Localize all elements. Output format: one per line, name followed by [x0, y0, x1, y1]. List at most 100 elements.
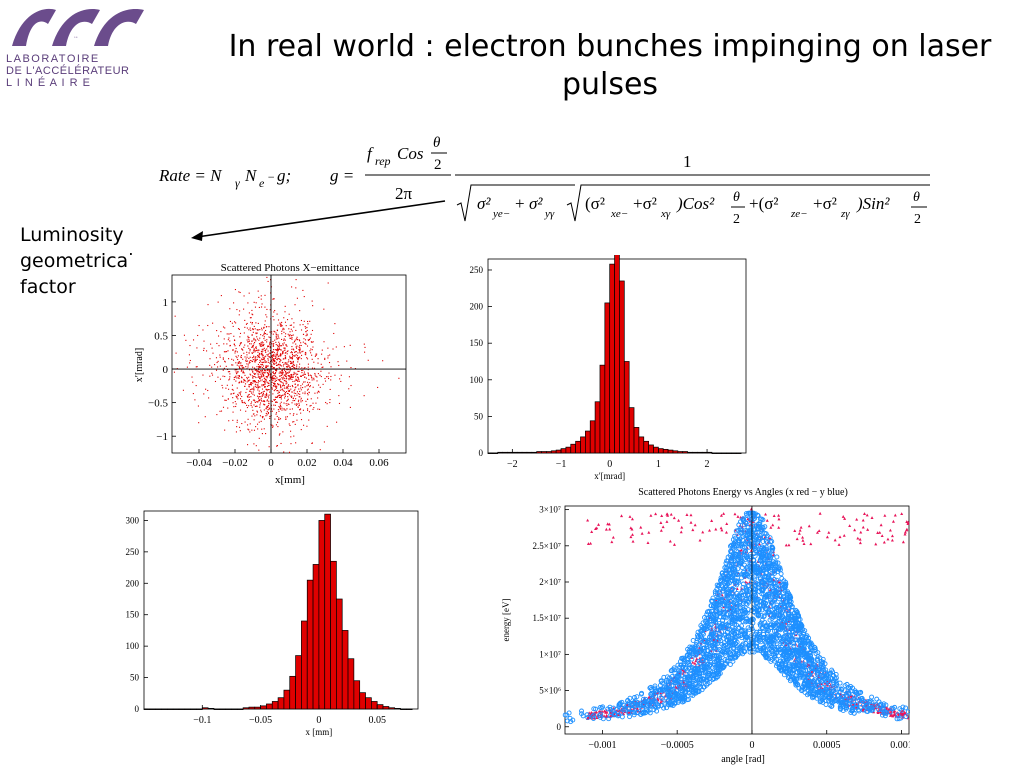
- scatter-point: [280, 325, 282, 327]
- red-point: [665, 512, 669, 516]
- scatter-point: [273, 390, 275, 392]
- scatter-point: [217, 360, 219, 362]
- scatter-point: [305, 400, 307, 402]
- scatter-point: [261, 372, 263, 374]
- scatter-point: [257, 376, 259, 378]
- histogram-bar: [536, 451, 542, 454]
- scatter-point: [267, 280, 269, 283]
- scatter-point: [287, 392, 289, 395]
- x-tick-label: 1: [656, 459, 661, 470]
- scatter-point: [307, 388, 309, 390]
- scatter-point: [317, 358, 319, 360]
- red-point: [665, 520, 669, 523]
- scatter-point: [275, 385, 277, 387]
- scatter-point: [256, 358, 258, 360]
- annotation-line3: factor: [20, 276, 76, 298]
- blue-point: [731, 594, 737, 600]
- scatter-point: [248, 347, 250, 349]
- scatter-point: [252, 314, 254, 316]
- red-point: [629, 535, 633, 539]
- scatter-point: [263, 332, 265, 335]
- blue-point: [820, 656, 826, 662]
- scatter-point: [251, 313, 253, 315]
- scatter-point: [293, 322, 295, 324]
- scatter-point: [257, 384, 259, 386]
- scatter-point: [251, 334, 253, 336]
- scatter-point: [267, 389, 269, 391]
- scatter-point: [311, 349, 313, 351]
- scatter-point: [290, 388, 292, 390]
- scatter-point: [257, 356, 259, 358]
- scatter-point: [285, 363, 287, 366]
- scatter-point: [196, 347, 198, 349]
- scatter-point: [273, 342, 275, 345]
- blue-point: [625, 698, 630, 704]
- scatter-point: [238, 361, 240, 363]
- scatter-point: [317, 373, 319, 375]
- scatter-point: [289, 389, 291, 391]
- chart-x-emittance: Scattered Photons X−emittance−0.04 −0.02 0…: [130, 255, 410, 487]
- scatter-point: [288, 335, 290, 337]
- scatter-point: [284, 379, 286, 381]
- formula-two-2: 2: [733, 212, 740, 227]
- scatter-point: [288, 328, 290, 330]
- scatter-point: [279, 407, 281, 410]
- scatter-point: [241, 400, 243, 402]
- blue-point: [832, 693, 838, 699]
- blue-point: [816, 691, 822, 697]
- scatter-point: [239, 362, 241, 364]
- scatter-point: [222, 375, 224, 377]
- blue-point: [684, 652, 690, 658]
- histogram-bar: [599, 364, 606, 454]
- scatter-point: [246, 327, 248, 329]
- scatter-point: [299, 348, 301, 350]
- scatter-point: [273, 311, 275, 313]
- scatter-point: [265, 355, 267, 357]
- blue-point: [825, 671, 831, 677]
- red-point: [876, 531, 880, 534]
- scatter-point: [288, 390, 290, 392]
- scatter-point: [278, 379, 280, 381]
- scatter-point: [279, 364, 281, 366]
- scatter-point: [275, 396, 278, 398]
- histogram-bar: [570, 443, 576, 454]
- scatter-point: [226, 343, 228, 345]
- scatter-point: [313, 379, 315, 381]
- blue-point: [695, 663, 701, 669]
- scatter-point: [263, 334, 265, 336]
- scatter-point: [299, 344, 301, 346]
- red-point: [837, 543, 841, 546]
- scatter-point: [273, 373, 275, 375]
- y-tick-label: 0: [479, 448, 484, 458]
- scatter-point: [313, 407, 315, 409]
- red-point: [589, 541, 593, 545]
- scatter-point: [258, 371, 260, 373]
- scatter-point: [343, 346, 345, 348]
- histogram-bar: [371, 701, 378, 710]
- scatter-point: [239, 336, 241, 338]
- blue-point: [783, 630, 789, 636]
- scatter-point: [332, 348, 334, 350]
- scatter-point: [272, 354, 274, 356]
- scatter-point: [247, 364, 249, 366]
- scatter-point: [262, 355, 264, 357]
- histogram-bar: [306, 579, 314, 710]
- scatter-point: [247, 400, 250, 402]
- scatter-point: [254, 385, 256, 387]
- red-point: [691, 528, 695, 532]
- scatter-point: [289, 366, 291, 368]
- scatter-point: [287, 372, 289, 374]
- blue-point: [678, 662, 684, 668]
- scatter-point: [291, 408, 293, 410]
- scatter-point: [273, 363, 275, 365]
- scatter-point: [272, 359, 274, 361]
- scatter-point: [275, 412, 278, 414]
- scatter-point: [309, 386, 311, 388]
- scatter-point: [188, 354, 190, 356]
- scatter-point: [212, 352, 214, 354]
- red-point: [838, 535, 842, 539]
- scatter-point: [291, 384, 293, 387]
- scatter-point: [233, 302, 235, 304]
- scatter-point: [296, 336, 298, 338]
- blue-point: [662, 700, 668, 706]
